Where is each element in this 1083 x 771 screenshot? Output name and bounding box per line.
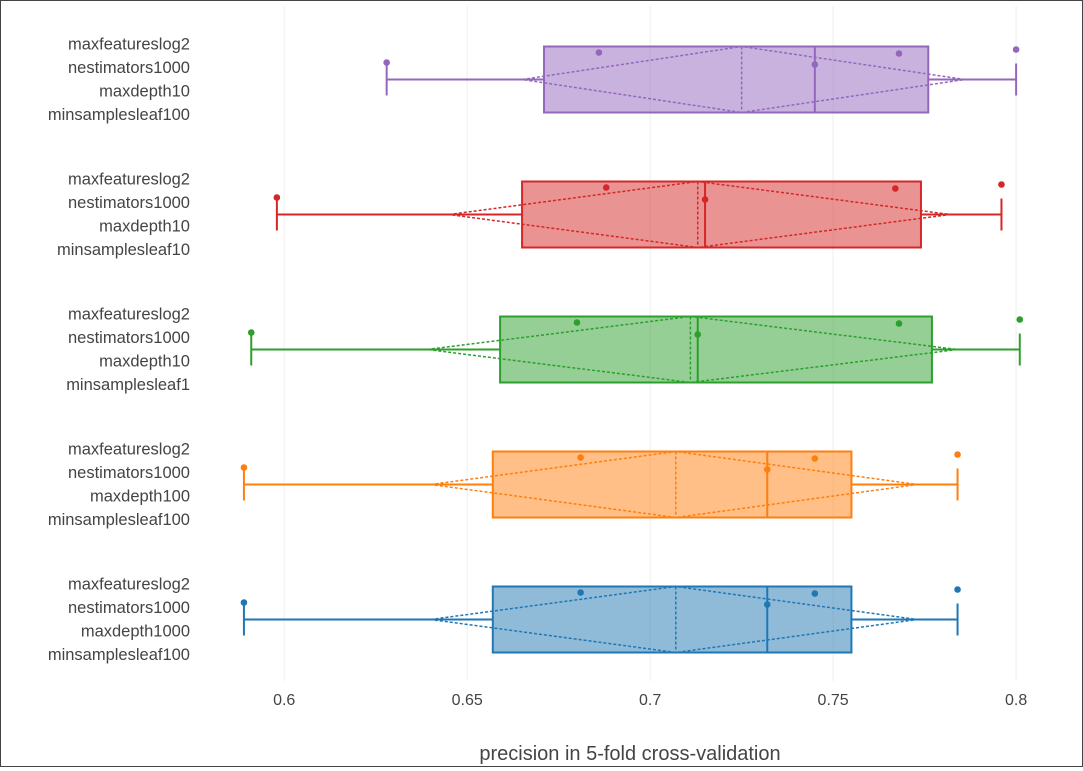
x-tick-label: 0.8 [1005,692,1027,709]
data-point [602,184,610,191]
data-point [240,464,248,471]
x-tick-labels-layer: 0.6 0.65 0.7 0.75 0.8 [273,692,1027,709]
data-point [954,586,961,593]
x-axis-title: precision in 5-fold cross-validation [479,743,780,765]
data-point [694,331,702,338]
data-point [273,194,281,201]
data-point [1012,46,1020,53]
category-label-line: maxdepth10 [99,218,190,236]
category-label-line: minsamplesleaf10 [57,241,190,259]
category-label-line: maxfeatureslog2 [68,171,190,189]
box-group [247,315,1024,384]
box-group [240,450,961,519]
category-label-line: maxfeatureslog2 [68,36,190,54]
data-point [247,329,255,336]
category-label-line: maxdepth10 [99,353,190,371]
data-point [573,319,581,326]
data-point [763,466,771,473]
x-tick-label: 0.75 [818,692,849,709]
data-point [595,49,603,56]
iqr-box [491,585,853,654]
category-label-line: minsamplesleaf1 [66,376,190,394]
x-tick-label: 0.6 [273,692,295,709]
x-tick-label: 0.7 [639,692,661,709]
data-point [577,589,584,596]
category-label-line: maxfeatureslog2 [68,441,190,459]
mean-sd-diamond [426,315,958,384]
mean-sd-diamond [521,45,965,114]
data-point [811,61,819,68]
category-label-line: nestimators1000 [68,464,190,482]
category-label-line: nestimators1000 [68,599,190,617]
category-label-line: maxdepth1000 [81,623,190,641]
data-point [811,590,819,597]
data-point [895,50,903,57]
mean-sd-diamond [448,180,951,249]
data-point [383,59,390,66]
category-label-line: maxdepth100 [90,488,190,506]
category-label-line: nestimators1000 [68,194,190,212]
box-group [383,45,1020,114]
data-point [763,601,771,608]
iqr-box [521,180,922,249]
category-label-line: minsamplesleaf100 [48,646,190,664]
box-group [273,180,1005,249]
category-label-line: minsamplesleaf100 [48,106,190,124]
data-point [998,181,1005,188]
boxes-layer [240,45,1024,654]
category-label-line: maxfeatureslog2 [68,576,190,594]
iqr-box [543,45,930,114]
iqr-box [491,450,853,519]
box-group [240,585,961,654]
data-point [240,599,248,606]
data-point [811,455,819,462]
data-point [892,185,899,192]
data-point [954,451,961,458]
category-label-line: minsamplesleaf100 [48,511,190,529]
mean-sd-diamond [430,585,918,654]
data-point [577,454,584,461]
x-tick-label: 0.65 [452,692,483,709]
data-point [895,320,903,327]
category-label-line: maxdepth10 [99,83,190,101]
iqr-box [499,315,933,384]
data-point [701,196,709,203]
category-label-line: nestimators1000 [68,329,190,347]
category-label-line: maxfeatureslog2 [68,306,190,324]
mean-sd-diamond [430,450,918,519]
data-point [1016,316,1024,323]
category-label-line: nestimators1000 [68,59,190,77]
category-labels-layer: maxfeatureslog2 nestimators1000 maxdepth10… [48,36,190,665]
